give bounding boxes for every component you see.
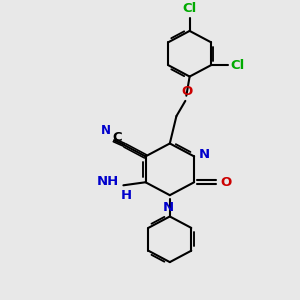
Text: NH: NH <box>97 175 119 188</box>
Text: H: H <box>121 189 132 202</box>
Text: O: O <box>220 176 232 189</box>
Text: Cl: Cl <box>182 2 197 15</box>
Text: C: C <box>112 131 122 144</box>
Text: Cl: Cl <box>230 58 244 72</box>
Text: N: N <box>199 148 210 161</box>
Text: O: O <box>182 85 193 98</box>
Text: N: N <box>101 124 111 137</box>
Text: N: N <box>163 201 174 214</box>
